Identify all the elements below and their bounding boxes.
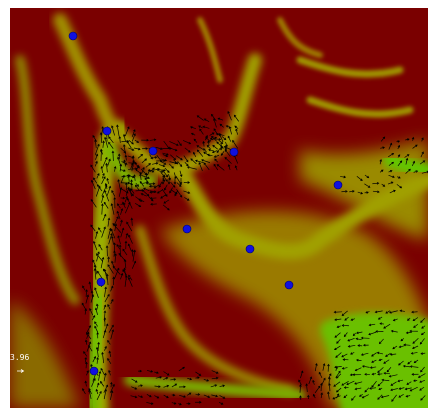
- station: [149, 147, 157, 155]
- scale-label: 3.96: [10, 353, 29, 362]
- terrain: 3.96: [10, 8, 428, 408]
- station: [69, 32, 77, 40]
- station: [285, 281, 293, 289]
- station: [183, 225, 191, 233]
- station: [97, 278, 105, 286]
- station: [230, 148, 238, 156]
- station: [103, 127, 111, 135]
- station: [334, 181, 342, 189]
- station: [90, 367, 98, 375]
- station: [246, 245, 254, 253]
- page: {"scale_label": "3.96"}: [0, 0, 428, 408]
- terrain-view: 3.96: [0, 0, 428, 408]
